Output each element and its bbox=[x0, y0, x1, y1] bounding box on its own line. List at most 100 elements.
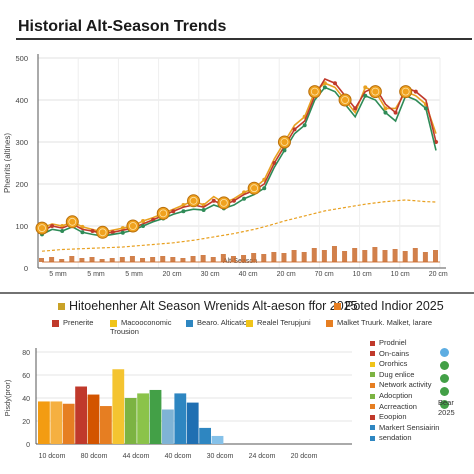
bar bbox=[149, 389, 162, 444]
volume-bar bbox=[392, 249, 398, 262]
volume-bar bbox=[352, 248, 358, 262]
bar-x-tick-label: 44 dcom bbox=[123, 453, 150, 460]
section2-title: Hitoehenher Alt Season Wrenids Alt-aeson… bbox=[58, 299, 358, 313]
side-legend-item: Markert Sensiairin bbox=[370, 423, 439, 432]
side-legend-dot bbox=[440, 361, 449, 370]
bar-x-tick-label: 40 dcom bbox=[165, 453, 192, 460]
side-legend-dot bbox=[440, 387, 449, 396]
volume-bar bbox=[39, 258, 44, 262]
bar-y-tick-label: 0 bbox=[26, 442, 30, 449]
side-legend-label: Eoopion bbox=[379, 412, 407, 422]
volume-bar bbox=[342, 251, 348, 262]
side-legend-swatch bbox=[370, 393, 375, 399]
coin-marker bbox=[126, 219, 140, 233]
volume-bar bbox=[160, 256, 166, 262]
series-point bbox=[80, 224, 85, 229]
bar bbox=[124, 398, 137, 444]
volume-bar bbox=[99, 259, 105, 262]
legend-swatch bbox=[246, 319, 253, 327]
coin-marker bbox=[247, 181, 261, 195]
side-legend-label: On-cains bbox=[379, 348, 410, 358]
volume-bar bbox=[321, 250, 327, 262]
bar bbox=[199, 427, 211, 444]
alt-season-line-chart: 0 100 200 300 400 500 Phenrits (altines) 5 mm 5 … bbox=[3, 54, 448, 278]
series-point bbox=[332, 81, 337, 86]
volume-bar bbox=[49, 257, 55, 262]
side-legend-label: sendation bbox=[379, 433, 412, 443]
volume-bar bbox=[362, 250, 368, 262]
x-tick-label: 5 mm bbox=[49, 271, 67, 278]
bar-y-tick-label: 20 bbox=[22, 419, 30, 426]
volume-bar bbox=[89, 257, 95, 262]
y-tick-label: 400 bbox=[15, 96, 28, 105]
bear-year: 2025 bbox=[438, 408, 455, 417]
series-point bbox=[181, 203, 186, 207]
series-point bbox=[292, 127, 297, 132]
bar-y-axis-label: Pisdy(pror) bbox=[3, 379, 12, 416]
bar-y-tick-label: 40 bbox=[22, 396, 30, 403]
coin-marker-ring bbox=[159, 209, 168, 218]
x-tick-label: 10 cm bbox=[391, 271, 410, 278]
coin-marker-ring bbox=[341, 96, 349, 104]
legend-label: Realel Terupjuni bbox=[257, 318, 311, 327]
x-tick-label: 40 cm bbox=[239, 271, 258, 278]
side-legend-label: Adocption bbox=[379, 391, 413, 400]
volume-bar bbox=[220, 254, 226, 262]
volume-bar bbox=[372, 247, 378, 262]
legend-swatch bbox=[326, 319, 333, 327]
series-point bbox=[383, 110, 388, 115]
y-tick-label: 0 bbox=[24, 264, 28, 273]
volume-bar bbox=[109, 258, 115, 262]
legend-item: Bearo. Altication. bbox=[186, 318, 296, 327]
volume-bar bbox=[422, 252, 428, 262]
volume-bar bbox=[331, 246, 337, 262]
coin-marker bbox=[156, 206, 170, 220]
x-tick-label: 20 cm bbox=[277, 271, 296, 278]
volume-bar bbox=[180, 258, 186, 262]
y-tick-label: 100 bbox=[15, 222, 28, 231]
y-tick-label: 500 bbox=[15, 54, 28, 63]
series-point bbox=[141, 218, 146, 223]
series-point bbox=[322, 85, 327, 90]
volume-bar bbox=[140, 258, 146, 262]
side-legend-item: sendation bbox=[370, 433, 412, 442]
legend-label: Macooconomic Trousion bbox=[110, 318, 172, 336]
volume-bar bbox=[382, 250, 388, 262]
series-point bbox=[110, 230, 115, 235]
legend-swatch bbox=[186, 319, 193, 327]
side-legend-swatch bbox=[370, 340, 375, 346]
coin-marker bbox=[399, 85, 413, 99]
section2-title-marker bbox=[58, 303, 65, 311]
side-legend: Prodniel On-cains Ororhics Dug enlice Networ… bbox=[362, 338, 458, 442]
side-legend-swatch bbox=[370, 404, 375, 410]
coin-marker-ring bbox=[371, 87, 380, 96]
side-legend-item: Network activity bbox=[370, 380, 432, 389]
volume-bar bbox=[210, 257, 216, 262]
volume-bar bbox=[271, 252, 277, 262]
volume-bar bbox=[251, 253, 257, 262]
x-tick-label: 10 cm bbox=[353, 271, 372, 278]
legend-item: Macooconomic Trousion bbox=[110, 318, 180, 336]
coin-marker-ring bbox=[280, 138, 289, 146]
series-point bbox=[413, 89, 418, 94]
coin-marker bbox=[96, 225, 110, 239]
bar bbox=[38, 401, 50, 444]
volume-bar bbox=[402, 251, 408, 262]
series-point bbox=[231, 198, 236, 203]
series-point bbox=[120, 226, 125, 231]
bear-label: Bear bbox=[438, 398, 454, 407]
series-point bbox=[393, 110, 398, 115]
x-tick-label: 5 mm bbox=[125, 271, 143, 278]
bar bbox=[112, 369, 125, 444]
coin-marker-ring bbox=[68, 217, 77, 226]
coin-marker bbox=[338, 93, 352, 107]
bar bbox=[186, 402, 199, 444]
legend-item: Realel Terupjuni bbox=[246, 318, 356, 327]
bar-x-tick-label: 10 dcom bbox=[39, 453, 66, 460]
legend-label: Prenerite bbox=[63, 318, 94, 327]
volume-bar bbox=[230, 256, 236, 262]
legend-item: Prenerite bbox=[52, 318, 162, 327]
side-legend-item: Acrreaction bbox=[370, 402, 417, 411]
bar bbox=[87, 394, 100, 444]
bar-y-tick-label: 80 bbox=[22, 350, 30, 357]
